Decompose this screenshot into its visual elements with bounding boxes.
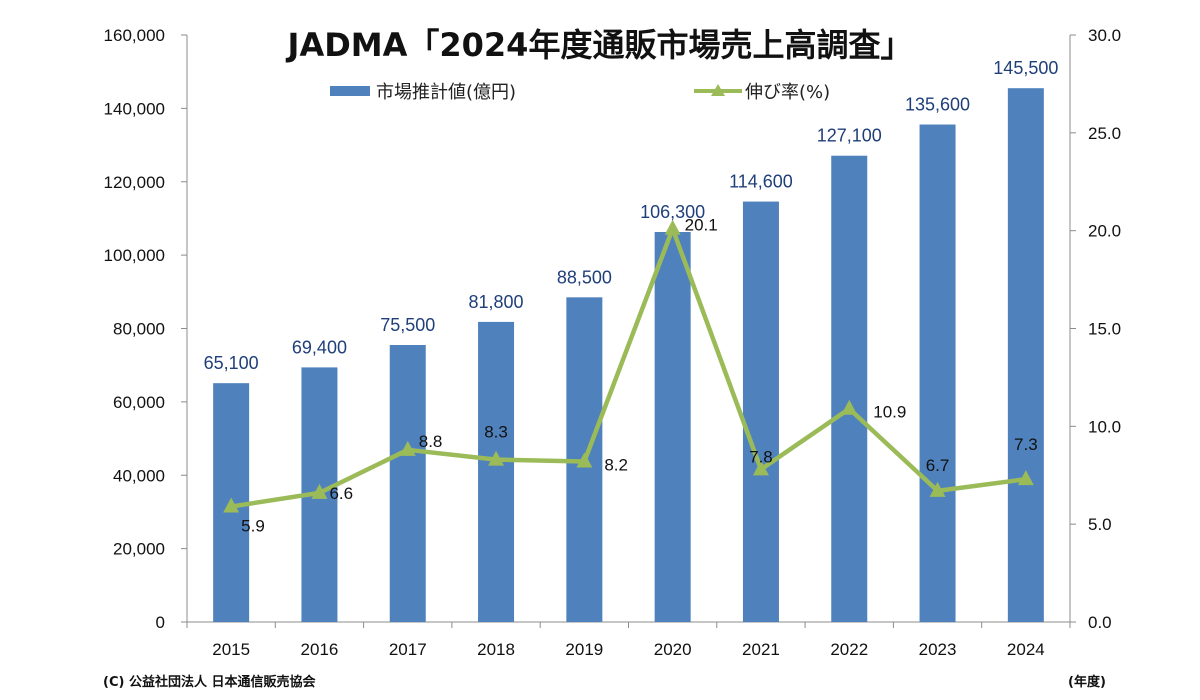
growth-marker — [399, 440, 416, 456]
x-tick-label: 2024 — [1007, 640, 1045, 659]
growth-marker — [664, 219, 681, 235]
x-tick-label: 2019 — [565, 640, 603, 659]
x-tick-label: 2016 — [301, 640, 339, 659]
copyright-text: (C) 公益社団法人 日本通信販売協会 — [103, 674, 316, 690]
bar-value-label: 65,100 — [204, 353, 259, 373]
growth-marker — [1017, 470, 1034, 486]
x-tick-label: 2015 — [212, 640, 250, 659]
x-tick-label: 2018 — [477, 640, 515, 659]
y-left-tick-label: 60,000 — [113, 393, 165, 412]
legend-line-label: 伸び率(%) — [745, 82, 830, 103]
bar — [389, 345, 426, 622]
y-right-tick-label: 20.0 — [1088, 222, 1121, 241]
growth-marker — [488, 450, 505, 466]
x-tick-label: 2020 — [654, 640, 692, 659]
y-right-tick-label: 0.0 — [1088, 613, 1112, 632]
growth-marker — [576, 452, 593, 468]
bar — [742, 201, 779, 622]
bar — [919, 124, 956, 622]
chart-title: JADMA「2024年度通販市場売上高調査」 — [286, 26, 913, 64]
x-tick-label: 2023 — [919, 640, 957, 659]
legend-bar-swatch — [330, 86, 370, 96]
y-left-tick-label: 80,000 — [113, 320, 165, 339]
growth-value-label: 6.6 — [329, 484, 353, 503]
bar-value-label: 81,800 — [469, 292, 524, 312]
growth-marker — [929, 481, 946, 497]
growth-value-label: 7.3 — [1014, 435, 1038, 454]
bar — [831, 155, 868, 622]
growth-value-label: 6.7 — [926, 456, 950, 475]
y-left-tick-label: 40,000 — [113, 466, 165, 485]
growth-line — [230, 226, 1027, 509]
growth-value-label: 8.2 — [604, 456, 628, 475]
y-right-tick-label: 25.0 — [1088, 124, 1121, 143]
y-left-tick-label: 20,000 — [113, 540, 165, 559]
data-labels: 65,100 69,400 75,500 81,800 88,500 106,300 114… — [204, 58, 1059, 535]
bar-value-label: 106,300 — [640, 202, 705, 222]
bar-value-label: 127,100 — [817, 126, 882, 146]
growth-marker — [223, 497, 240, 513]
legend-line-marker — [711, 84, 725, 96]
y-right-tick-label: 30.0 — [1088, 26, 1121, 45]
bar-value-label: 75,500 — [380, 315, 435, 335]
growth-value-label: 10.9 — [873, 403, 906, 422]
legend-bar-label: 市場推計値(億円) — [376, 82, 516, 103]
x-axis-unit-label: (年度) — [1068, 674, 1106, 690]
x-tick-label: 2021 — [742, 640, 780, 659]
growth-value-label: 7.8 — [749, 447, 773, 466]
bar-value-label: 135,600 — [905, 95, 970, 115]
y-left-tick-label: 140,000 — [104, 99, 165, 118]
growth-value-label: 8.8 — [419, 432, 443, 451]
growth-line-series — [223, 219, 1034, 513]
y-left-tick-label: 120,000 — [104, 173, 165, 192]
y-right-tick-label: 10.0 — [1088, 417, 1121, 436]
y-left-tick-label: 100,000 — [104, 246, 165, 265]
growth-marker — [752, 460, 769, 476]
growth-value-label: 5.9 — [241, 517, 265, 536]
bar — [478, 321, 515, 622]
y-left-tick-label: 0 — [156, 613, 165, 632]
bar — [1007, 88, 1044, 622]
growth-marker — [311, 483, 328, 499]
axes: 0 20,000 40,000 60,000 80,000 100,000 120,000 1… — [104, 26, 1122, 659]
y-right-tick-label: 15.0 — [1088, 320, 1121, 339]
y-left-tick-label: 160,000 — [104, 26, 165, 45]
bar — [654, 232, 691, 622]
bar-value-label: 69,400 — [292, 337, 347, 357]
x-tick-label: 2017 — [389, 640, 427, 659]
bar-value-label: 88,500 — [557, 267, 612, 287]
growth-value-label: 20.1 — [685, 216, 718, 235]
bar-value-label: 114,600 — [729, 172, 793, 192]
y-right-tick-label: 5.0 — [1088, 515, 1112, 534]
bars — [213, 88, 1044, 622]
x-tick-label: 2022 — [830, 640, 868, 659]
bar-value-label: 145,500 — [993, 58, 1058, 78]
growth-value-label: 8.3 — [484, 423, 508, 442]
growth-marker — [841, 399, 858, 415]
legend: 市場推計値(億円) 伸び率(%) — [330, 82, 830, 103]
